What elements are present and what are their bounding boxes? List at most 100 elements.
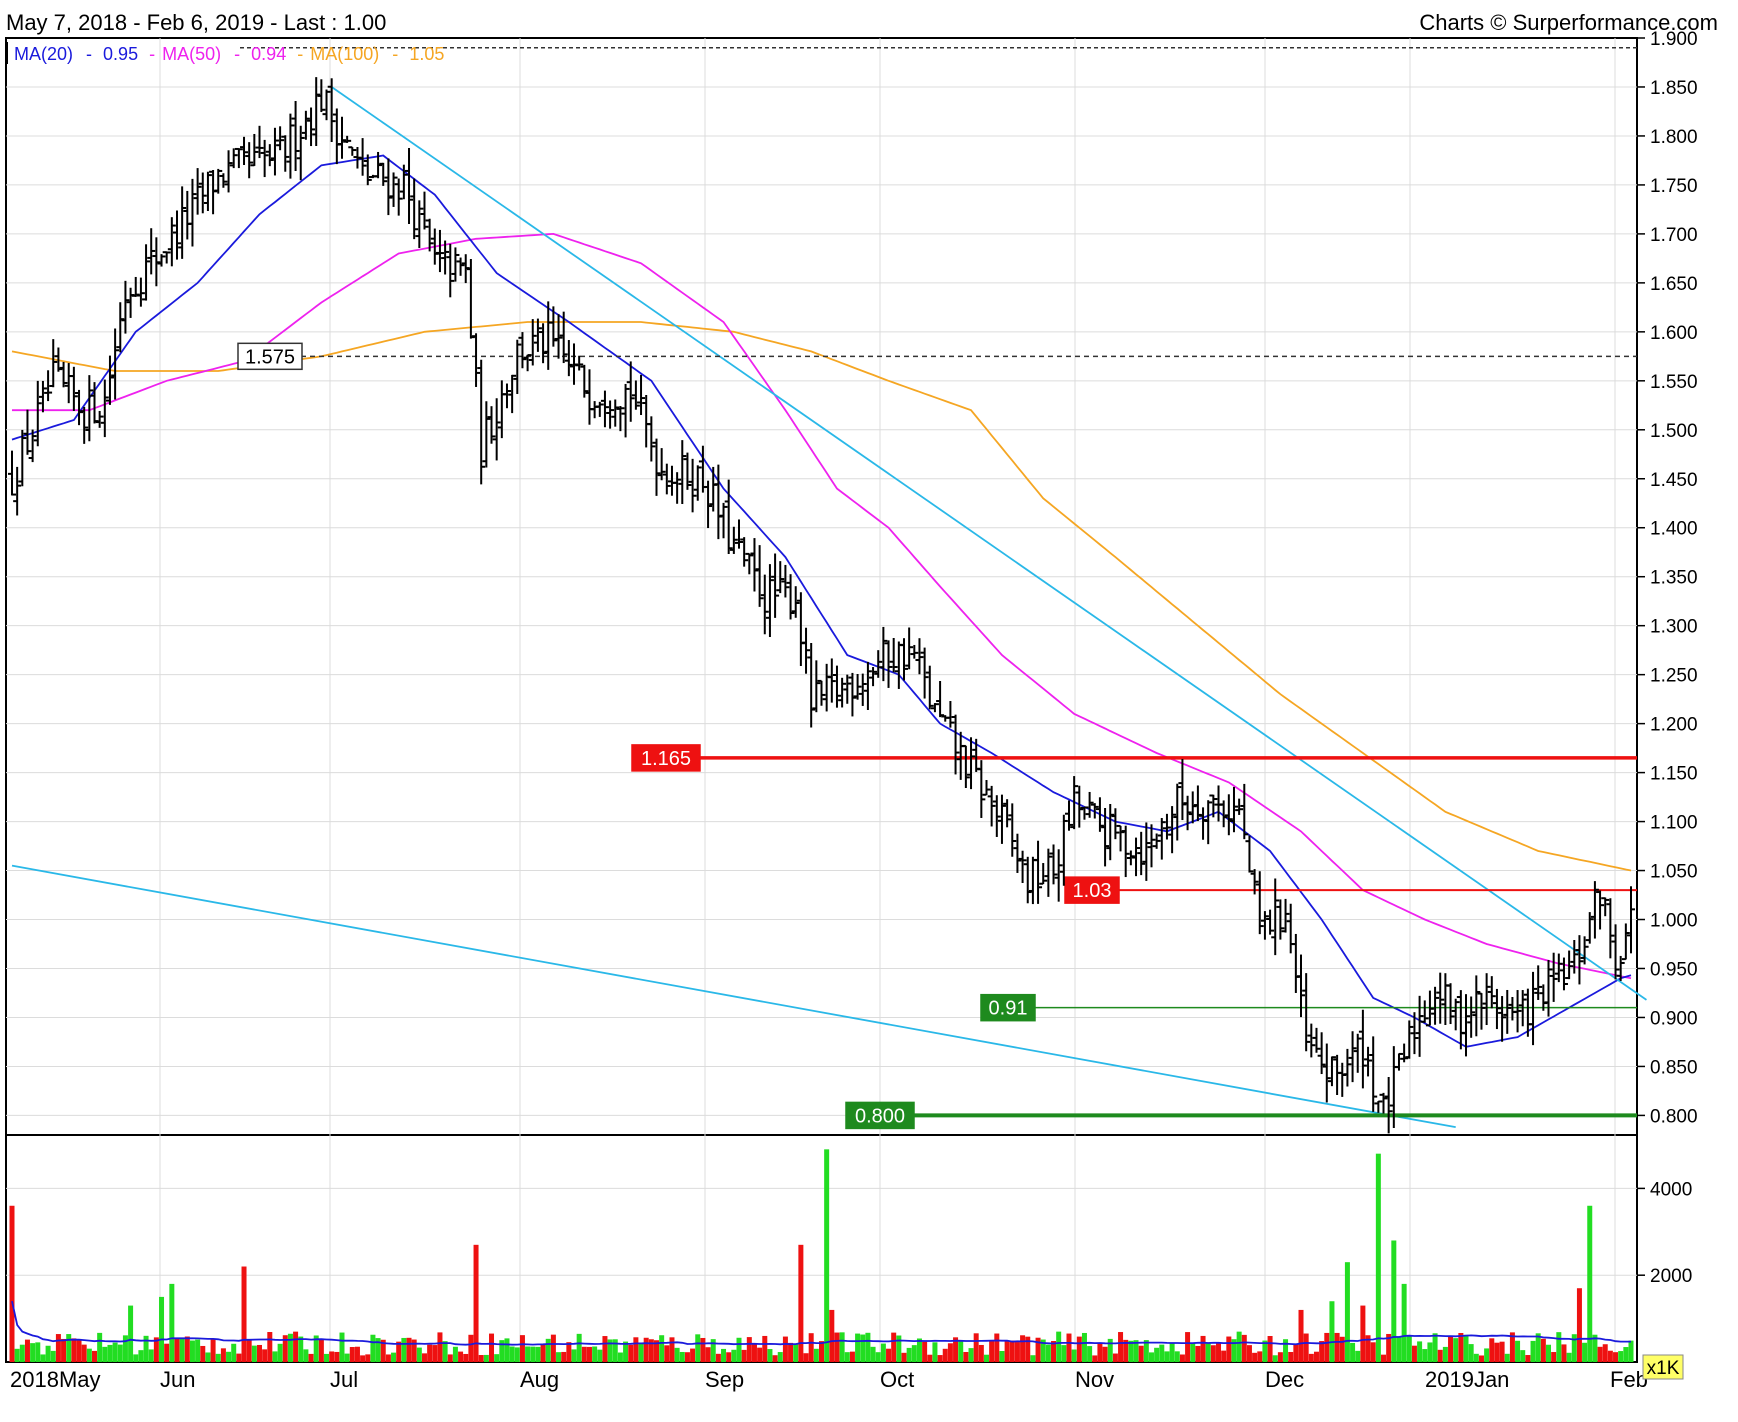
level-label: 1.03 <box>1073 880 1112 902</box>
ma50-line <box>12 232 1632 980</box>
price-bar <box>38 380 47 413</box>
volume-bar <box>1257 1351 1263 1362</box>
volume-bar <box>159 1296 165 1362</box>
volume-bar <box>437 1332 443 1362</box>
volume-bar <box>540 1344 546 1362</box>
volume-bar <box>1494 1342 1500 1362</box>
volume-bar <box>1329 1301 1335 1362</box>
grid-lines <box>6 38 1637 1362</box>
volume-bar <box>246 1340 252 1362</box>
price-bar <box>502 383 511 409</box>
volume-bar <box>927 1354 933 1362</box>
volume-bar <box>468 1334 474 1362</box>
volume-bar <box>416 1347 422 1362</box>
price-bar <box>760 574 769 635</box>
volume-bar <box>499 1340 505 1362</box>
price-bar <box>1436 972 1445 1024</box>
price-bar <box>198 172 207 214</box>
volume-bar <box>1262 1340 1268 1362</box>
price-bar <box>1116 824 1125 852</box>
volume-bar <box>1288 1351 1294 1362</box>
price-bar <box>771 553 780 618</box>
volume-bar <box>1484 1348 1490 1362</box>
volume-bar <box>1602 1344 1608 1362</box>
price-bar <box>59 361 68 388</box>
volume-bar <box>9 1205 15 1362</box>
month-label: Dec <box>1265 1367 1304 1392</box>
price-bar <box>105 355 114 405</box>
volume-bar <box>1576 1288 1582 1362</box>
volume-bar <box>1406 1336 1412 1362</box>
volume-bar <box>97 1332 103 1362</box>
volume-bar <box>1504 1353 1510 1362</box>
volume-average-line <box>11 1301 1631 1346</box>
volume-bar <box>829 1309 835 1362</box>
volume-bar <box>839 1332 845 1362</box>
price-tick-label: 1.700 <box>1650 225 1698 246</box>
price-bar <box>807 643 816 728</box>
volume-bar <box>1174 1351 1180 1362</box>
price-bar <box>276 126 285 151</box>
volume-bar <box>1432 1333 1438 1362</box>
price-bar <box>997 794 1006 844</box>
price-tick-label: 1.750 <box>1650 176 1698 197</box>
volume-bar <box>1453 1338 1459 1362</box>
volume-bar <box>1448 1335 1454 1362</box>
price-bar <box>719 502 728 539</box>
price-bar <box>606 400 615 429</box>
volume-bar <box>772 1355 778 1362</box>
price-tick-label: 1.050 <box>1650 862 1698 883</box>
price-bar <box>575 355 584 371</box>
volume-bar <box>1185 1332 1191 1362</box>
price-bar <box>1075 785 1084 828</box>
volume-bar <box>1133 1340 1139 1362</box>
price-bar <box>1322 1043 1331 1103</box>
price-bar <box>1621 923 1630 961</box>
price-bar <box>172 210 181 260</box>
volume-bar <box>932 1342 938 1362</box>
price-bar <box>1570 940 1579 974</box>
price-bar <box>724 479 733 555</box>
price-bar <box>260 139 269 178</box>
trend-line <box>331 86 1647 1001</box>
price-bar <box>1343 1048 1352 1087</box>
legend-sep: - <box>234 44 240 64</box>
volume-bar <box>617 1352 623 1362</box>
volume-bar <box>1386 1333 1392 1362</box>
volume-bar <box>710 1339 716 1362</box>
price-tick-label: 1.850 <box>1650 78 1698 99</box>
volume-bar <box>1350 1342 1356 1362</box>
volume-bar <box>1587 1205 1593 1362</box>
volume-bar <box>896 1335 902 1362</box>
volume-bar <box>334 1351 340 1362</box>
level-label-box <box>980 993 1036 1022</box>
month-label: 2019Jan <box>1425 1367 1509 1392</box>
price-bar <box>1400 1043 1409 1063</box>
volume-bar <box>1489 1338 1495 1362</box>
price-bar <box>802 627 811 674</box>
price-bar <box>1353 1033 1362 1073</box>
price-bar <box>869 667 878 687</box>
volume-bar <box>277 1343 283 1362</box>
volume-bar <box>231 1343 237 1362</box>
price-bar <box>1132 837 1141 877</box>
volume-bar <box>519 1335 525 1362</box>
level-label: 0.800 <box>855 1105 905 1127</box>
volume-bar <box>1014 1342 1020 1362</box>
volume-bar <box>262 1349 268 1362</box>
volume-bar <box>1298 1309 1304 1362</box>
price-bar <box>472 333 481 387</box>
price-tick-label: 0.800 <box>1650 1106 1698 1127</box>
volume-bar <box>1066 1333 1072 1362</box>
volume-tick-label: 2000 <box>1650 1266 1692 1287</box>
price-bar <box>477 359 486 485</box>
price-bar <box>116 302 125 353</box>
price-bar <box>817 679 826 706</box>
price-bar <box>28 429 37 463</box>
volume-bar <box>1169 1343 1175 1362</box>
price-bar <box>1142 822 1151 881</box>
volume-bar <box>256 1344 262 1362</box>
volume-bar <box>1417 1341 1423 1362</box>
volume-bar <box>844 1352 850 1362</box>
